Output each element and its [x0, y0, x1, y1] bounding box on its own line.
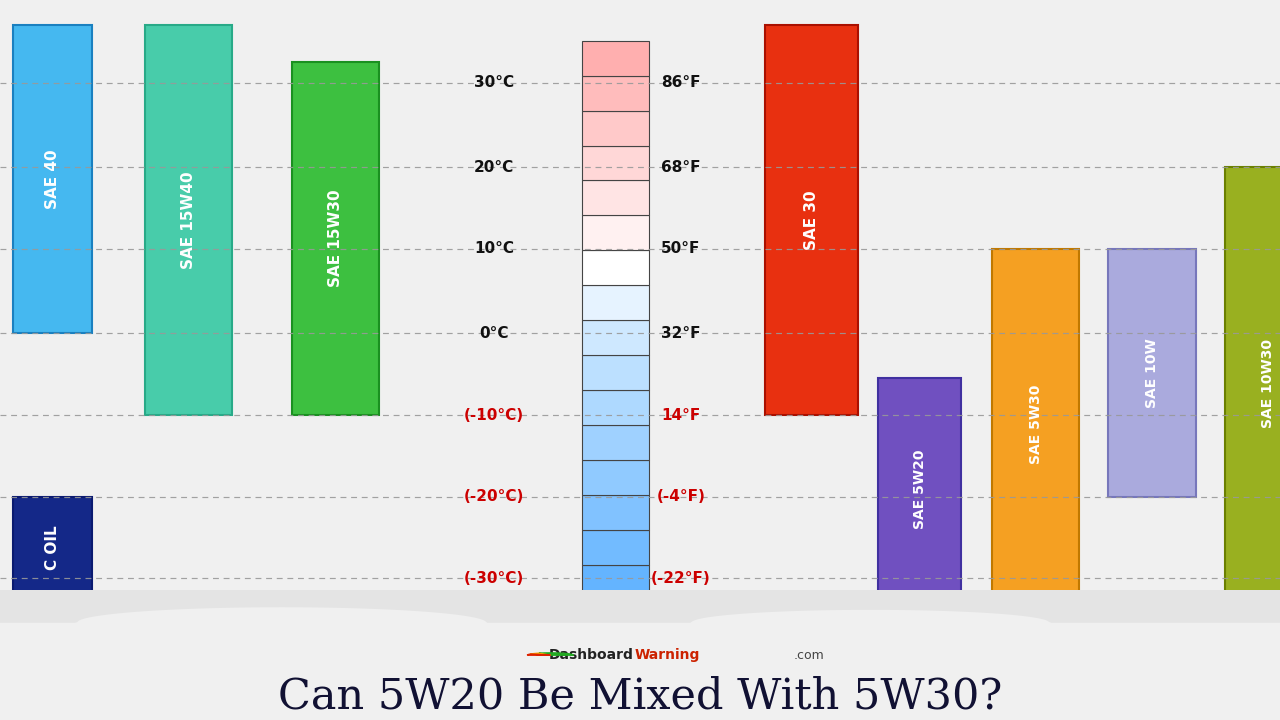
Text: 30°C: 30°C — [474, 76, 515, 91]
Bar — [582, 530, 649, 564]
Text: SAE 15W30: SAE 15W30 — [328, 189, 343, 287]
Bar — [582, 320, 649, 355]
Text: SAE 10W: SAE 10W — [1146, 338, 1158, 408]
Bar — [582, 285, 649, 320]
Text: 50°F: 50°F — [662, 241, 700, 256]
Text: SAE 15W40: SAE 15W40 — [180, 171, 196, 269]
Text: SAE 40: SAE 40 — [45, 149, 60, 209]
Wedge shape — [539, 653, 573, 655]
Text: SAE 30: SAE 30 — [804, 190, 819, 250]
Bar — [13, 497, 92, 600]
Bar — [765, 25, 858, 415]
Text: C OIL: C OIL — [45, 526, 60, 570]
Text: Dashboard: Dashboard — [549, 648, 634, 662]
Bar — [582, 111, 649, 145]
Text: (-4°F): (-4°F) — [657, 489, 705, 504]
Text: (-10°C): (-10°C) — [465, 408, 524, 423]
Bar — [582, 145, 649, 181]
Bar — [992, 249, 1079, 600]
Bar — [582, 425, 649, 460]
Bar — [582, 181, 649, 215]
Text: SAE 5W20: SAE 5W20 — [913, 449, 927, 528]
Text: Can 5W20 Be Mixed With 5W30?: Can 5W20 Be Mixed With 5W30? — [278, 675, 1002, 718]
Text: Warning: Warning — [635, 648, 700, 662]
Bar — [878, 378, 961, 600]
Text: SAE 10W30: SAE 10W30 — [1262, 339, 1275, 428]
Text: .com: .com — [794, 649, 824, 662]
Bar — [582, 355, 649, 390]
Text: 32°F: 32°F — [662, 326, 700, 341]
Text: 10°C: 10°C — [474, 241, 515, 256]
Text: 20°C: 20°C — [474, 160, 515, 175]
Text: (-20°C): (-20°C) — [463, 489, 525, 504]
Bar — [292, 62, 379, 415]
Wedge shape — [527, 654, 550, 655]
Bar — [1225, 167, 1280, 600]
Text: (-22°F): (-22°F) — [652, 571, 710, 586]
Bar — [582, 564, 649, 600]
Text: 14°F: 14°F — [662, 408, 700, 423]
Bar — [582, 76, 649, 111]
Bar — [582, 251, 649, 285]
Bar — [582, 215, 649, 251]
Bar — [1108, 249, 1196, 497]
Bar — [582, 390, 649, 425]
Wedge shape — [530, 653, 550, 655]
Text: 68°F: 68°F — [662, 160, 700, 175]
Bar — [582, 460, 649, 495]
Bar — [582, 41, 649, 76]
Text: 0°C: 0°C — [479, 326, 509, 341]
Text: SAE 5W30: SAE 5W30 — [1029, 384, 1042, 464]
Text: (-30°C): (-30°C) — [463, 571, 525, 586]
Bar — [582, 495, 649, 530]
Bar — [13, 25, 92, 333]
Bar — [145, 25, 232, 415]
Text: 86°F: 86°F — [662, 76, 700, 91]
